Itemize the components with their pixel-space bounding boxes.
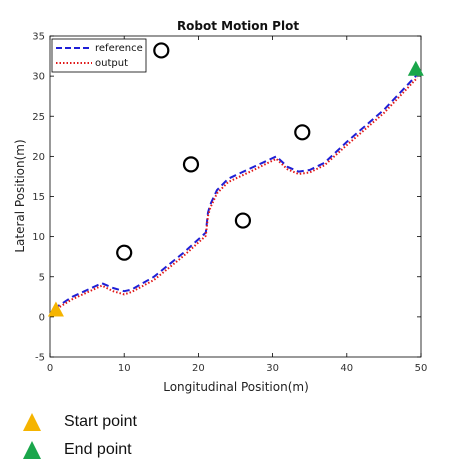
y-tick-label: 0 <box>39 312 45 323</box>
y-tick-label: 5 <box>39 272 45 283</box>
key-start-label: Start point <box>64 413 137 430</box>
y-tick-label: 30 <box>32 72 45 83</box>
legend: reference output <box>51 38 147 73</box>
x-tick-label: 0 <box>47 363 53 374</box>
obstacle-circle <box>294 124 311 141</box>
y-tick-label: 35 <box>32 32 45 43</box>
x-tick-label: 40 <box>340 363 353 374</box>
y-tick-label: 15 <box>32 192 45 203</box>
y-tick-label: 20 <box>32 152 45 163</box>
plot-area-border <box>49 35 422 358</box>
x-tick-label: 50 <box>415 363 428 374</box>
series-line-reference <box>53 73 419 310</box>
legend-box <box>51 38 147 73</box>
end-triangle-icon <box>23 441 41 459</box>
start-point-marker <box>47 301 64 317</box>
x-tick-label: 30 <box>266 363 279 374</box>
y-tick-label: -5 <box>35 353 45 364</box>
key-start: Start point <box>22 412 137 432</box>
x-tick-label: 10 <box>118 363 131 374</box>
x-axis-label: Longitudinal Position(m) <box>163 380 309 394</box>
obstacle-circle <box>234 212 252 229</box>
obstacle-circle <box>116 244 133 261</box>
marker-layer <box>47 60 424 317</box>
x-tick-label: 20 <box>192 363 205 374</box>
robot-motion-chart: Robot Motion Plot Longitudinal Position(… <box>13 19 427 394</box>
obstacle-circle <box>182 156 200 173</box>
end-point-marker <box>407 60 424 76</box>
legend-label-output: output <box>95 58 128 69</box>
y-tick-label: 25 <box>32 112 45 123</box>
y-tick-label: 10 <box>32 232 45 243</box>
plot-frame <box>49 35 422 358</box>
obstacle-circle <box>153 42 170 59</box>
key-end: End point <box>22 440 132 460</box>
obstacle-layer <box>116 42 311 261</box>
series-line-output <box>53 77 419 312</box>
y-axis-label: Lateral Position(m) <box>13 139 27 252</box>
start-triangle-icon <box>23 413 41 431</box>
key-end-label: End point <box>64 441 132 458</box>
series-layer <box>53 73 419 312</box>
chart-title: Robot Motion Plot <box>177 19 299 33</box>
legend-label-reference: reference <box>95 43 143 54</box>
